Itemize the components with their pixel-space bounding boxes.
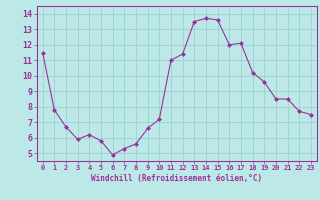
X-axis label: Windchill (Refroidissement éolien,°C): Windchill (Refroidissement éolien,°C): [91, 174, 262, 183]
